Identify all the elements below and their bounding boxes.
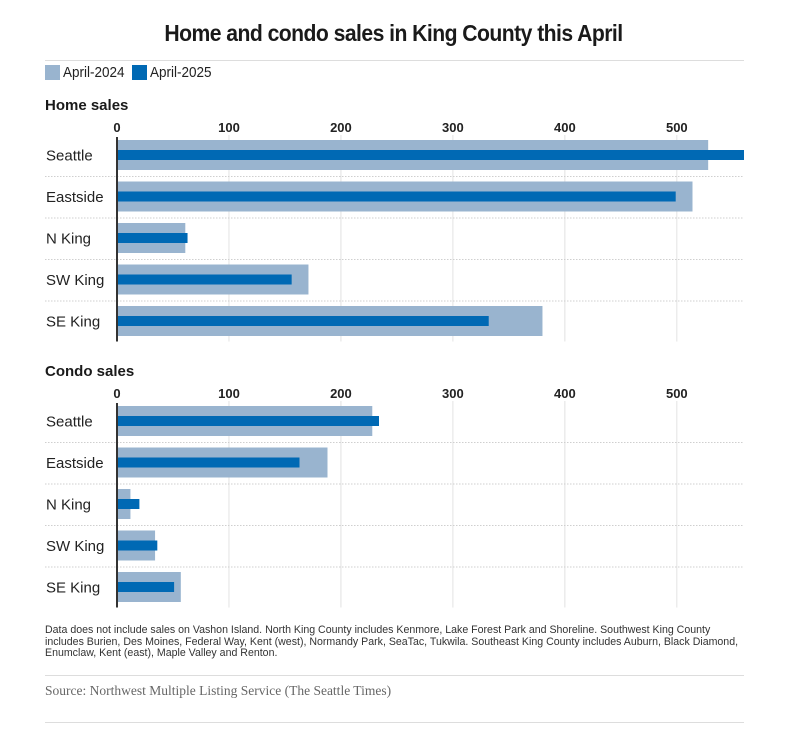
condo-bar-2025-seattle [117,416,379,426]
condo-category-label: SW King [46,538,104,555]
home-sales-chart: 0 100 200 300 400 500 Seattle Eastside N King SW … [45,120,744,342]
chart-title: Home and condo sales in King County this… [164,20,623,46]
home-bar-2025-seattle [117,150,744,160]
condo-category-label: N King [46,497,91,514]
home-sales-title: Home sales [45,97,129,114]
legend-label-2025: April-2025 [150,63,212,81]
legend-item-2025: April-2025 [132,64,212,81]
home-bar-2025-n-king [117,233,188,243]
condo-tick-label-300: 300 [442,386,464,401]
home-tick-label-200: 200 [330,120,352,135]
home-category-label: N King [46,231,91,248]
condo-category-label: Eastside [46,455,104,472]
home-category-label: SW King [46,272,104,289]
condo-sales-chart: 0 100 200 300 400 500 Seattle Eastside N King SW … [45,386,744,608]
legend-swatch-2024 [45,64,60,80]
condo-bar-2025-n-king [117,499,140,509]
footnote: Data does not include sales on Vashon Is… [45,624,739,659]
home-category-label: SE King [46,314,100,331]
condo-sales-title: Condo sales [45,363,135,380]
home-bar-2025-se-king [117,316,489,326]
home-tick-label-100: 100 [218,120,240,135]
condo-category-label: Seattle [46,414,93,431]
source-credit: Source: Northwest Multiple Listing Servi… [45,683,392,698]
condo-tick-label-100: 100 [218,386,240,401]
home-category-label: Seattle [46,148,93,165]
condo-bar-2025-eastside [117,457,300,468]
home-tick-label-400: 400 [554,120,576,135]
source-divider-bottom [45,722,744,723]
legend-label-2024: April-2024 [63,63,125,81]
home-bar-2025-eastside [117,191,676,202]
legend-swatch-2025 [132,64,148,80]
home-bar-2025-sw-king [117,274,292,285]
title-divider [45,60,744,61]
source-divider-top [45,675,744,676]
home-tick-label-300: 300 [442,120,464,135]
condo-tick-label-0: 0 [113,386,120,401]
condo-tick-label-500: 500 [666,386,688,401]
home-tick-label-500: 500 [666,120,688,135]
condo-category-label: SE King [46,580,100,597]
legend: April-2024 April-2025 [45,62,220,82]
home-category-label: Eastside [46,189,104,206]
condo-bar-2025-sw-king [117,540,158,551]
condo-tick-label-200: 200 [330,386,352,401]
home-tick-label-0: 0 [113,120,120,135]
condo-bar-2025-se-king [117,582,175,592]
condo-tick-label-400: 400 [554,386,576,401]
legend-item-2024: April-2024 [45,64,125,81]
